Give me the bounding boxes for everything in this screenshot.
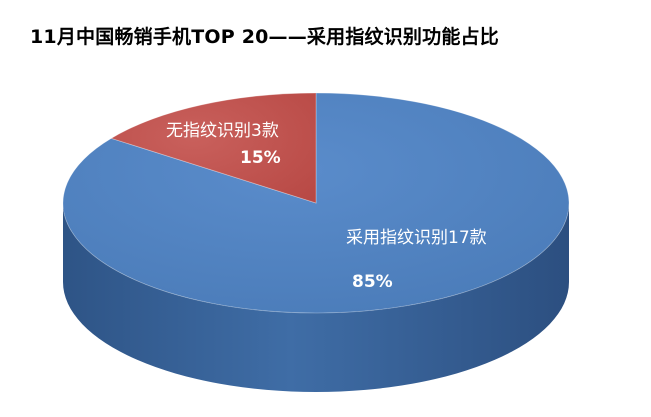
chart-title: 11月中国畅销手机TOP 20——采用指纹识别功能占比 xyxy=(30,26,499,48)
slice-percent-no-fingerprint: 15% xyxy=(240,148,281,168)
slice-label-fingerprint: 采用指纹识别17款 xyxy=(346,228,487,248)
pie-side-wall xyxy=(63,203,569,392)
pie-slice-no-fingerprint xyxy=(110,92,317,204)
pie-slice-fingerprint xyxy=(62,92,570,314)
slice-label-no-fingerprint: 无指纹识别3款 xyxy=(166,121,279,141)
slice-percent-fingerprint: 85% xyxy=(352,272,393,292)
